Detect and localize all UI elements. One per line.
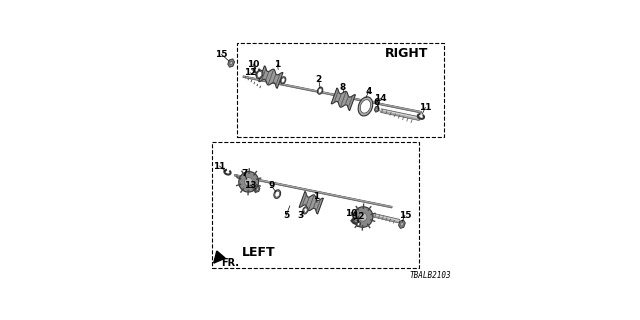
Text: TBALB2103: TBALB2103 xyxy=(410,271,451,280)
Ellipse shape xyxy=(303,207,308,214)
Polygon shape xyxy=(243,76,422,113)
Polygon shape xyxy=(373,214,400,221)
Text: 5: 5 xyxy=(283,211,289,220)
Polygon shape xyxy=(381,109,420,118)
Ellipse shape xyxy=(256,70,263,79)
Ellipse shape xyxy=(257,188,259,190)
Ellipse shape xyxy=(239,172,259,192)
Polygon shape xyxy=(234,174,392,208)
Polygon shape xyxy=(259,66,283,88)
Text: 13: 13 xyxy=(244,180,257,189)
Text: 6: 6 xyxy=(374,98,380,107)
Polygon shape xyxy=(399,220,405,228)
Text: 12: 12 xyxy=(352,212,364,221)
Ellipse shape xyxy=(244,178,253,186)
Ellipse shape xyxy=(376,108,378,110)
Text: 3: 3 xyxy=(298,211,304,220)
Polygon shape xyxy=(372,213,400,223)
Text: 8: 8 xyxy=(340,83,346,92)
Ellipse shape xyxy=(356,222,360,227)
Text: 2: 2 xyxy=(316,75,322,84)
Text: 10: 10 xyxy=(345,209,358,218)
Polygon shape xyxy=(299,191,323,214)
Ellipse shape xyxy=(303,208,307,213)
Polygon shape xyxy=(228,59,234,67)
Ellipse shape xyxy=(274,190,280,198)
Ellipse shape xyxy=(257,71,262,77)
Polygon shape xyxy=(234,175,392,207)
Text: 1: 1 xyxy=(314,192,319,201)
Polygon shape xyxy=(331,88,355,110)
Polygon shape xyxy=(255,186,260,192)
Ellipse shape xyxy=(353,207,373,227)
Text: 14: 14 xyxy=(374,94,387,103)
Text: LEFT: LEFT xyxy=(242,246,276,259)
Ellipse shape xyxy=(401,222,403,226)
Ellipse shape xyxy=(275,191,280,197)
Ellipse shape xyxy=(318,88,322,93)
Text: RIGHT: RIGHT xyxy=(385,47,429,60)
Text: 11: 11 xyxy=(419,103,431,112)
Ellipse shape xyxy=(359,213,367,221)
Text: 10: 10 xyxy=(247,60,259,69)
Ellipse shape xyxy=(357,222,360,226)
Polygon shape xyxy=(381,109,420,121)
Text: 11: 11 xyxy=(213,162,226,171)
Ellipse shape xyxy=(280,77,286,84)
Ellipse shape xyxy=(358,97,372,116)
Text: 15: 15 xyxy=(215,50,228,59)
Text: 4: 4 xyxy=(365,87,372,96)
Ellipse shape xyxy=(317,87,323,94)
Ellipse shape xyxy=(282,78,285,83)
Polygon shape xyxy=(374,106,379,112)
Ellipse shape xyxy=(360,100,371,113)
Text: 1: 1 xyxy=(275,60,280,69)
Text: 12: 12 xyxy=(244,68,257,77)
Text: 7: 7 xyxy=(241,169,248,179)
Polygon shape xyxy=(243,76,422,112)
Ellipse shape xyxy=(230,61,232,65)
Text: 9: 9 xyxy=(268,181,275,190)
Text: 15: 15 xyxy=(399,211,411,220)
Text: FR.: FR. xyxy=(221,258,239,268)
